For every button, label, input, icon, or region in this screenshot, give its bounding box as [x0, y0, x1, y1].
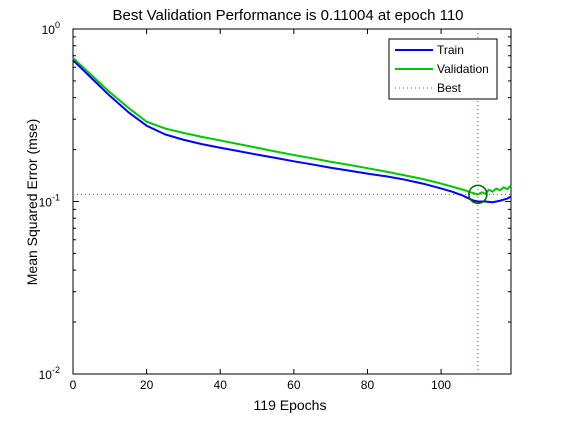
legend-label: Validation	[437, 62, 489, 76]
y-tick-label: 100	[42, 20, 60, 37]
x-tick-label: 20	[140, 378, 154, 392]
series-line-validation	[72, 57, 512, 196]
x-tick-label: 80	[361, 378, 375, 392]
best-marker	[468, 184, 488, 205]
legend-label: Train	[437, 43, 464, 57]
x-tick-label: 0	[70, 378, 77, 392]
x-tick-label: 100	[431, 378, 451, 392]
legend-label: Best	[437, 81, 462, 95]
series-line-train	[72, 59, 512, 204]
y-axis-label: Mean Squared Error (mse)	[24, 119, 40, 286]
y-tick-label: 10-1	[39, 193, 60, 210]
legend: Train Validation Best	[388, 38, 498, 100]
x-tick-label: 40	[214, 378, 228, 392]
x-tick-label: 60	[287, 378, 301, 392]
chart-title: Best Validation Performance is 0.11004 a…	[112, 7, 463, 24]
x-axis-label: 119 Epochs	[254, 397, 327, 413]
y-tick-label: 10-2	[39, 365, 60, 382]
